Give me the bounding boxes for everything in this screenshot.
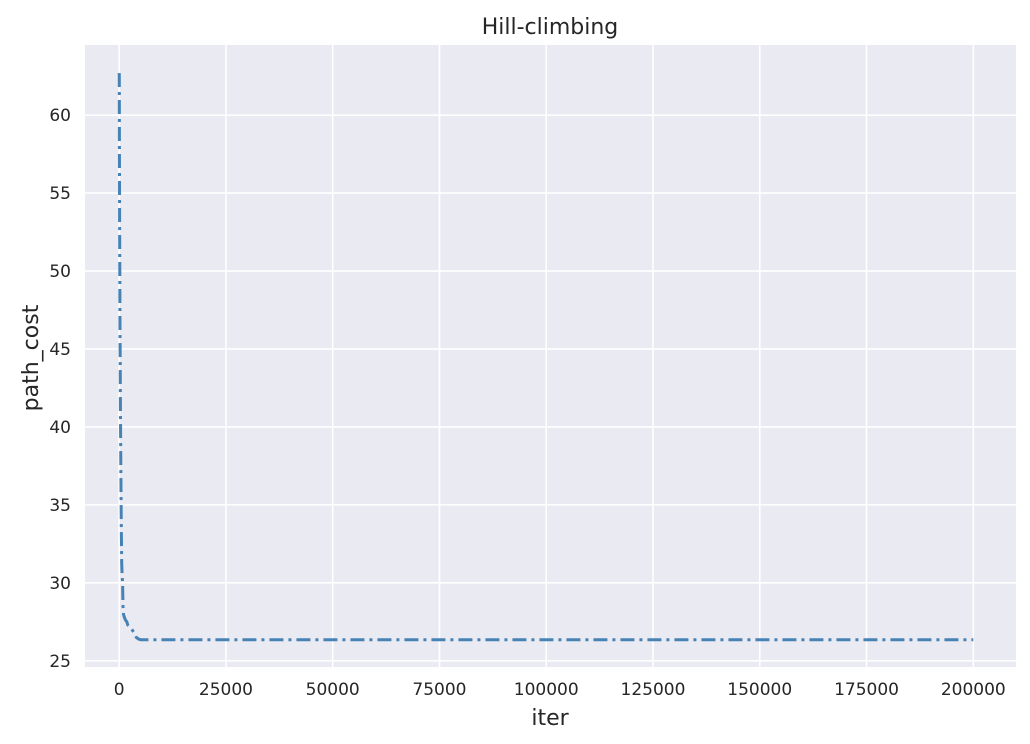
grid-lines bbox=[85, 45, 1016, 667]
y-tick-label: 35 bbox=[49, 496, 71, 516]
y-tick-label: 60 bbox=[49, 106, 71, 126]
x-axis-label: iter bbox=[531, 706, 569, 731]
y-axis-label: path_cost bbox=[19, 304, 44, 411]
x-tick-label: 200000 bbox=[941, 680, 1006, 700]
x-tick-label: 175000 bbox=[834, 680, 899, 700]
y-tick-label: 45 bbox=[49, 340, 71, 360]
series-line bbox=[117, 73, 974, 642]
x-tick-label: 0 bbox=[114, 680, 125, 700]
chart-title: Hill-climbing bbox=[482, 15, 619, 40]
series-layer bbox=[117, 73, 974, 642]
y-tick-label: 25 bbox=[49, 652, 71, 672]
y-tick-label: 55 bbox=[49, 184, 71, 204]
x-tick-label: 75000 bbox=[412, 680, 466, 700]
x-tick-label: 100000 bbox=[514, 680, 579, 700]
y-tick-label: 50 bbox=[49, 262, 71, 282]
y-tick-label: 30 bbox=[49, 574, 71, 594]
plot-background bbox=[85, 45, 1016, 667]
tick-labels: 0 25000 50000 75000 100000 125000 150000 175000… bbox=[49, 106, 1005, 700]
x-tick-label: 50000 bbox=[306, 680, 360, 700]
x-tick-label: 150000 bbox=[727, 680, 792, 700]
x-tick-label: 125000 bbox=[621, 680, 686, 700]
y-tick-label: 40 bbox=[49, 418, 71, 438]
x-tick-label: 25000 bbox=[199, 680, 253, 700]
